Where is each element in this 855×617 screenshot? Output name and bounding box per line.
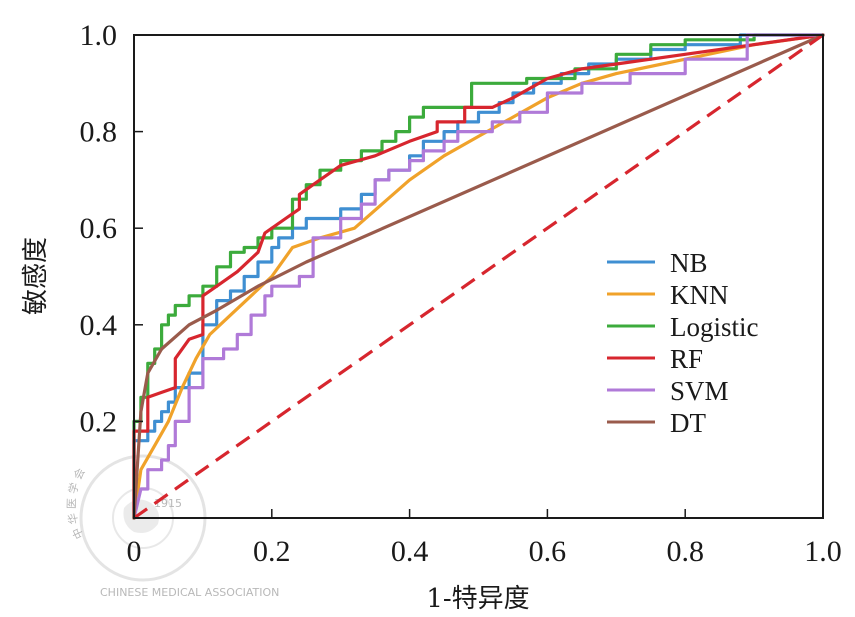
x-tick-label: 0 <box>127 535 142 568</box>
watermark-top-text: 中 华 医 学 会 <box>65 466 88 541</box>
x-ticks: 0 0.2 0.4 0.6 0.8 1.0 <box>127 509 842 568</box>
axes <box>133 34 824 519</box>
y-axis-title: 敏感度 <box>21 237 51 315</box>
legend-item-rf: RF <box>607 344 703 374</box>
reference-diagonal-line <box>133 33 824 520</box>
series-line-knn <box>132 33 825 520</box>
legend-label: Logistic <box>670 312 759 342</box>
legend-item-knn: KNN <box>607 280 729 310</box>
legend-item-svm: SVM <box>607 376 729 406</box>
plot-frame <box>133 34 824 519</box>
series-line-svm <box>132 33 825 520</box>
legend-label: NB <box>670 248 708 278</box>
x-tick-label: 0.4 <box>391 535 429 568</box>
watermark-bottom-text: CHINESE MEDICAL ASSOCIATION <box>100 586 279 599</box>
watermark-labels: 中 华 医 学 会 1915 CHINESE MEDICAL ASSOCIATI… <box>65 466 280 599</box>
series-line-dt <box>132 33 825 520</box>
series-line-rf <box>132 33 825 520</box>
legend-item-logistic: Logistic <box>607 312 759 342</box>
watermark-year: 1915 <box>154 497 182 510</box>
x-tick-label: 0.8 <box>666 535 704 568</box>
legend-item-nb: NB <box>607 248 708 278</box>
y-ticks: 0.2 0.4 0.6 0.8 1.0 <box>80 19 143 438</box>
y-tick-label: 0.2 <box>80 405 118 438</box>
x-tick-label: 1.0 <box>804 535 842 568</box>
y-tick-label: 0.6 <box>80 212 118 245</box>
legend-label: DT <box>670 408 706 438</box>
legend-label: SVM <box>670 376 729 406</box>
x-axis-title: 1-特异度 <box>426 584 529 614</box>
x-tick-label: 0.6 <box>529 535 567 568</box>
y-tick-label: 0.4 <box>80 309 118 342</box>
legend-label: KNN <box>670 280 729 310</box>
watermark-map-icon <box>123 499 160 533</box>
plot-series <box>132 33 825 520</box>
y-tick-label: 1.0 <box>80 19 118 52</box>
y-tick-label: 0.8 <box>80 116 118 149</box>
legend-item-dt: DT <box>607 408 706 438</box>
x-tick-label: 0.2 <box>253 535 291 568</box>
watermark-top-text-wrap: 中 华 医 学 会 <box>65 466 88 541</box>
legend-label: RF <box>670 344 703 374</box>
